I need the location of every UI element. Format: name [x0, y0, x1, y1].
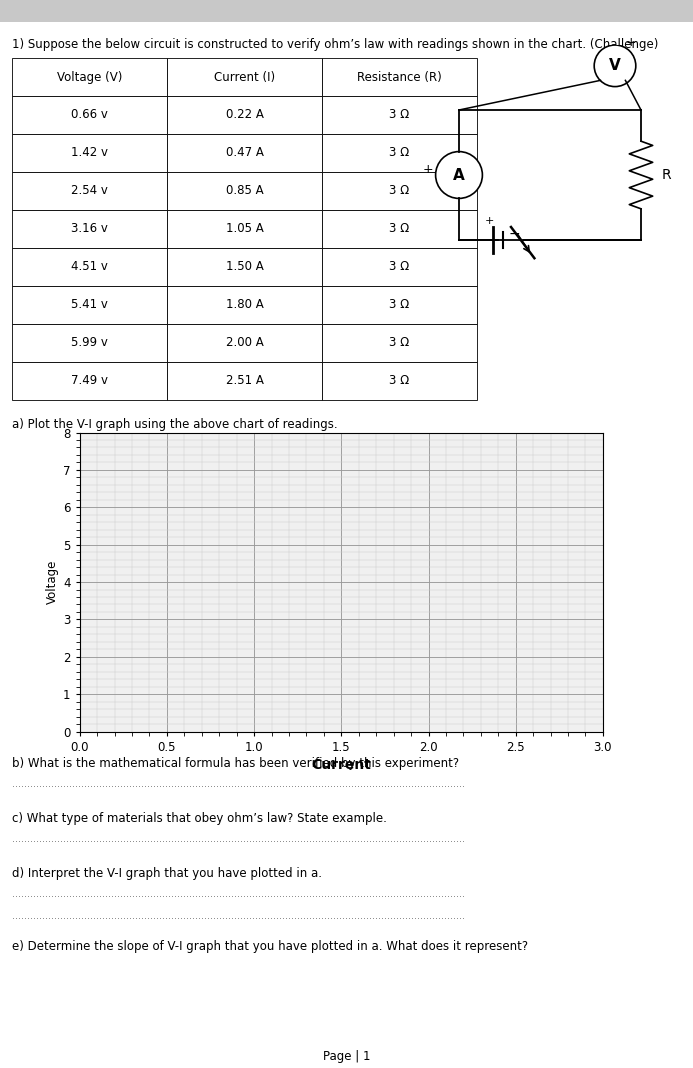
Text: ................................................................................: ........................................… [12, 779, 465, 788]
Bar [322, 248, 477, 286]
Text: 3 Ω: 3 Ω [389, 298, 410, 312]
Circle shape [436, 152, 482, 199]
Text: 1.05 A: 1.05 A [226, 222, 263, 236]
Bar [12, 96, 167, 134]
Bar [167, 210, 322, 248]
Text: +: + [625, 36, 636, 49]
Text: 2.00 A: 2.00 A [226, 336, 263, 349]
Text: V: V [609, 59, 621, 74]
Text: 3 Ω: 3 Ω [389, 222, 410, 236]
Text: 3 Ω: 3 Ω [389, 261, 410, 273]
Bar [322, 324, 477, 362]
Text: 5.99 v: 5.99 v [71, 336, 108, 349]
Text: 0.47 A: 0.47 A [225, 146, 263, 159]
Circle shape [594, 45, 635, 87]
Bar [322, 362, 477, 400]
Text: e) Determine the slope of V-I graph that you have plotted in a. What does it rep: e) Determine the slope of V-I graph that… [12, 940, 528, 953]
Bar [322, 210, 477, 248]
Text: ................................................................................: ........................................… [12, 889, 465, 898]
Text: −: − [509, 226, 520, 240]
Text: a) Plot the V-I graph using the above chart of readings.: a) Plot the V-I graph using the above ch… [12, 418, 337, 431]
Bar [167, 362, 322, 400]
Text: 3 Ω: 3 Ω [389, 146, 410, 159]
Y-axis label: Voltage: Voltage [46, 560, 59, 604]
Bar [322, 96, 477, 134]
Text: 0.22 A: 0.22 A [225, 109, 263, 122]
Text: 1.42 v: 1.42 v [71, 146, 108, 159]
Bar [12, 172, 167, 210]
Bar [12, 134, 167, 172]
Bar [167, 324, 322, 362]
Bar [322, 172, 477, 210]
Text: d) Interpret the V-I graph that you have plotted in a.: d) Interpret the V-I graph that you have… [12, 866, 322, 880]
Text: 3 Ω: 3 Ω [389, 375, 410, 388]
Text: 1.80 A: 1.80 A [226, 298, 263, 312]
Bar [322, 134, 477, 172]
Text: +: + [485, 217, 494, 226]
Text: A: A [453, 168, 465, 183]
Text: 7.49 v: 7.49 v [71, 375, 108, 388]
Bar [167, 172, 322, 210]
Text: 0.85 A: 0.85 A [226, 185, 263, 198]
Text: 1.50 A: 1.50 A [226, 261, 263, 273]
Bar [12, 210, 167, 248]
Text: ................................................................................: ........................................… [12, 911, 465, 921]
Bar [167, 286, 322, 324]
Text: 5.41 v: 5.41 v [71, 298, 108, 312]
Bar [167, 96, 322, 134]
Text: 3 Ω: 3 Ω [389, 185, 410, 198]
Bar [12, 286, 167, 324]
Text: 2.51 A: 2.51 A [225, 375, 263, 388]
Text: 1) Suppose the below circuit is constructed to verify ohm’s law with readings sh: 1) Suppose the below circuit is construc… [12, 38, 658, 51]
Bar [167, 58, 322, 96]
Text: Page | 1: Page | 1 [323, 1050, 370, 1063]
Text: Voltage (V): Voltage (V) [57, 70, 122, 83]
Bar [12, 58, 167, 96]
Bar [322, 58, 477, 96]
Text: 4.51 v: 4.51 v [71, 261, 108, 273]
Text: b) What is the mathematical formula has been verified by this experiment?: b) What is the mathematical formula has … [12, 756, 459, 770]
Text: 0.66 v: 0.66 v [71, 109, 108, 122]
Text: 2.54 v: 2.54 v [71, 185, 108, 198]
Text: 3.16 v: 3.16 v [71, 222, 108, 236]
Bar [12, 362, 167, 400]
Text: R: R [662, 168, 672, 182]
Bar [322, 286, 477, 324]
Text: 3 Ω: 3 Ω [389, 336, 410, 349]
Bar [12, 324, 167, 362]
Text: +: + [423, 163, 433, 176]
Text: c) What type of materials that obey ohm’s law? State example.: c) What type of materials that obey ohm’… [12, 812, 387, 824]
Bar [167, 248, 322, 286]
Text: ................................................................................: ........................................… [12, 834, 465, 844]
Text: 3 Ω: 3 Ω [389, 109, 410, 122]
Text: Resistance (R): Resistance (R) [357, 70, 442, 83]
Bar [0, 0, 693, 22]
Bar [167, 134, 322, 172]
Text: Current (I): Current (I) [214, 70, 275, 83]
Bar [12, 248, 167, 286]
X-axis label: Current: Current [311, 758, 371, 772]
